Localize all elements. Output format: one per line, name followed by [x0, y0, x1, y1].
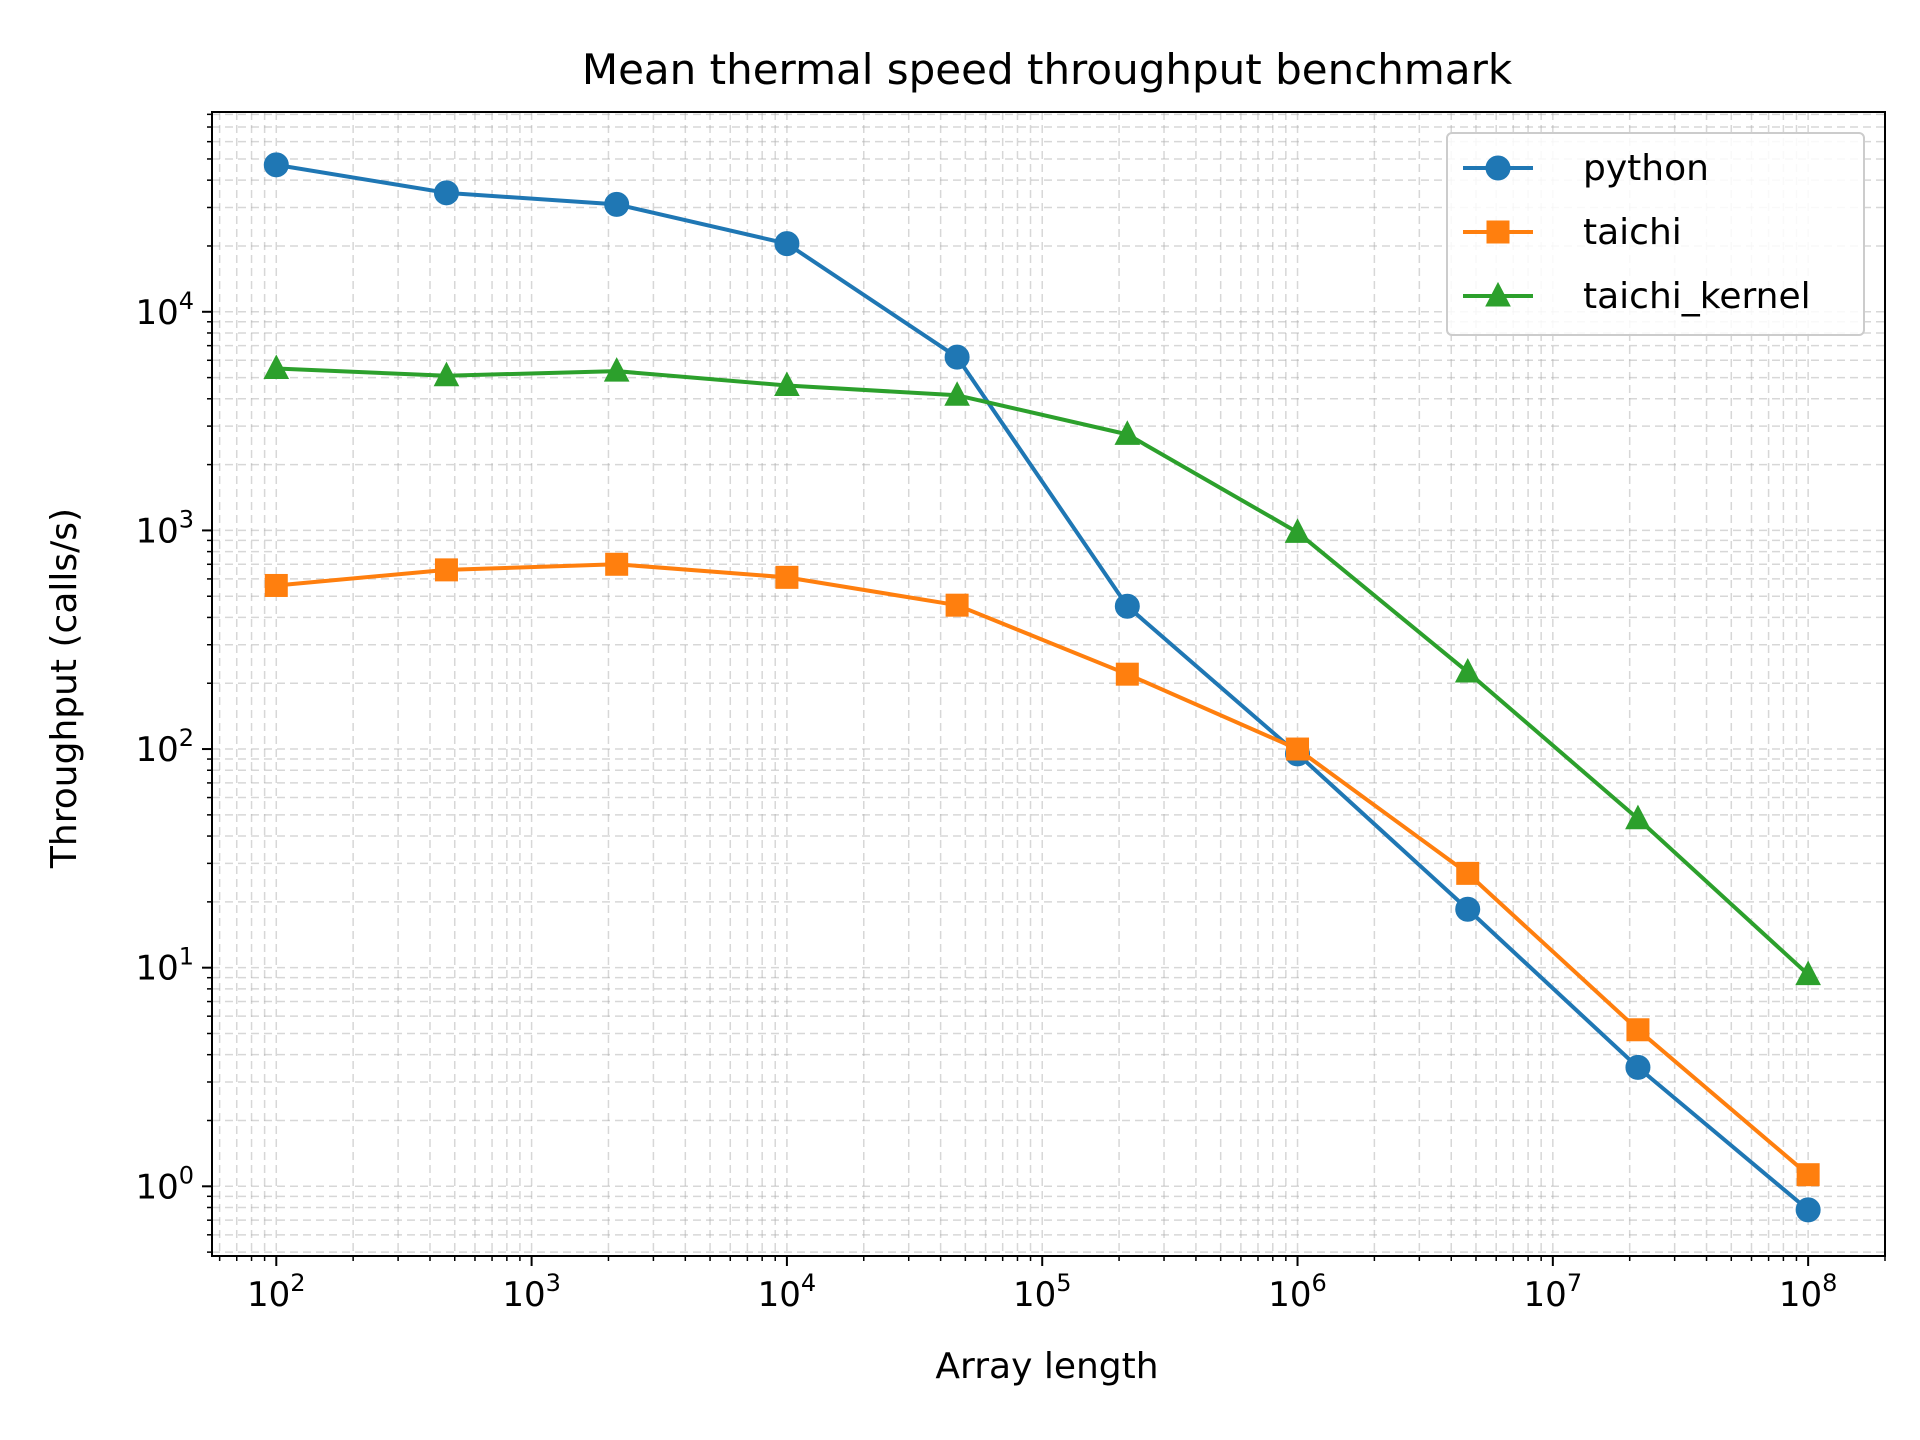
data-point — [944, 344, 970, 370]
data-point — [1456, 861, 1480, 885]
data-point — [1115, 662, 1139, 686]
data-point — [264, 573, 288, 597]
data-point — [1625, 804, 1651, 830]
data-point — [603, 357, 630, 382]
data-point — [1114, 593, 1140, 619]
plot-area-frame — [211, 111, 1886, 1257]
legend-label: taichi_kernel — [1583, 276, 1811, 317]
series-line — [276, 366, 1810, 977]
series-layer — [263, 152, 1821, 1223]
data-point — [1626, 1018, 1650, 1042]
data-point — [605, 552, 629, 576]
data-point — [434, 558, 458, 582]
legend-marker — [1485, 281, 1511, 307]
y-axis-label: Throughput (calls/s) — [44, 508, 85, 869]
data-point — [1795, 1197, 1821, 1223]
series-line — [276, 562, 1810, 1177]
legend-label: taichi — [1583, 212, 1682, 253]
data-point — [774, 231, 800, 257]
series-taichi — [264, 552, 1820, 1187]
x-tick-label: 105 — [1013, 1269, 1072, 1315]
axis-ticks: 102 103 104 105 106 107 108 100 101 102 103 104 — [135, 113, 1886, 1315]
data-point — [944, 381, 970, 406]
data-point — [1455, 896, 1481, 922]
data-point — [1454, 657, 1481, 683]
x-tick-label: 102 — [247, 1269, 306, 1315]
data-point — [1286, 737, 1310, 761]
data-point — [433, 361, 460, 387]
data-point — [1284, 518, 1311, 543]
x-axis-label: Array length — [935, 1346, 1158, 1387]
data-point — [945, 593, 969, 617]
legend-item-taichi_kernel: taichi_kernel — [1463, 276, 1811, 317]
series-line — [275, 162, 1810, 1212]
series-taichi_kernel — [263, 354, 1821, 986]
y-tick-label: 101 — [135, 943, 194, 989]
data-point — [1625, 1054, 1651, 1080]
data-point — [1796, 1163, 1820, 1187]
x-tick-label: 104 — [758, 1269, 817, 1315]
legend-label: python — [1583, 148, 1709, 189]
x-tick-label: 103 — [502, 1269, 561, 1315]
data-point — [433, 180, 459, 206]
data-point — [775, 565, 799, 589]
data-point — [774, 371, 800, 397]
data-point — [1114, 420, 1141, 445]
legend-marker — [1485, 155, 1511, 181]
legend-item-taichi: taichi — [1463, 212, 1682, 253]
legend-box — [1446, 132, 1865, 336]
legend-item-python: python — [1463, 148, 1709, 189]
data-point — [263, 152, 289, 178]
grid-lines — [212, 112, 1886, 1256]
x-tick-label: 107 — [1524, 1269, 1583, 1315]
x-tick-label: 106 — [1268, 1269, 1327, 1315]
legend: python taichi taichi_kernel — [1446, 132, 1865, 336]
chart-title: Mean thermal speed throughput benchmark — [582, 45, 1513, 94]
y-tick-label: 100 — [135, 1161, 194, 1207]
data-point — [263, 354, 290, 380]
legend-marker — [1486, 220, 1510, 244]
data-point — [604, 191, 630, 217]
y-tick-label: 103 — [135, 505, 194, 551]
x-tick-label: 108 — [1779, 1269, 1838, 1315]
y-tick-label: 102 — [135, 724, 194, 770]
data-point — [1795, 960, 1821, 986]
y-tick-label: 104 — [135, 287, 194, 333]
